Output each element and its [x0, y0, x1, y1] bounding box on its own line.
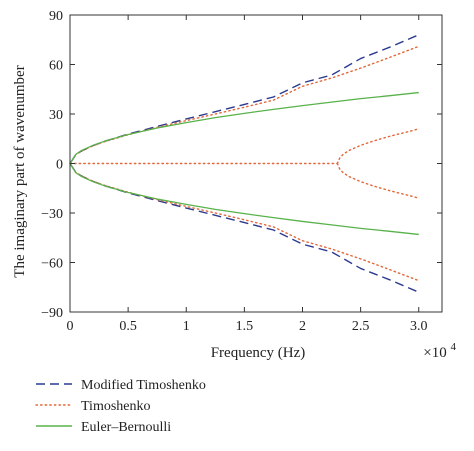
y-tick-label: 90 [49, 9, 63, 24]
y-tick-label: 0 [56, 158, 63, 173]
y-tick-label: −60 [41, 257, 63, 272]
x-tick-label: 1.5 [236, 319, 254, 334]
legend-label: Euler–Bernoulli [81, 420, 171, 435]
legend-label: Modified Timoshenko [81, 378, 206, 393]
series-line [336, 128, 420, 165]
x-tick-label: 0.5 [119, 319, 137, 334]
y-tick-label: 30 [49, 108, 63, 123]
x-tick-label: 0 [67, 319, 74, 334]
series-layer [69, 34, 420, 293]
x-tick-label: 2.5 [352, 319, 370, 334]
series-euler-bernoulli [69, 91, 419, 236]
x-axis-ticks: 0 0.5 1 1.5 2 2.5 3.0 [67, 15, 428, 334]
series-line [69, 163, 420, 293]
x-axis-label: Frequency (Hz) [211, 345, 306, 361]
x-tick-label: 3.0 [410, 319, 428, 334]
series-line [69, 91, 419, 164]
y-axis-ticks: −90 −60 −30 0 30 60 90 [41, 9, 442, 321]
series-line [336, 162, 420, 199]
legend-label: Timoshenko [81, 399, 151, 414]
y-tick-label: −30 [41, 207, 63, 222]
x-tick-label: 1 [183, 319, 190, 334]
series-modified-timoshenko [69, 34, 420, 293]
x-axis-multiplier: ×10 4 [423, 341, 456, 361]
series-line [69, 163, 419, 236]
x-tick-label: 2 [299, 319, 306, 334]
legend: Modified Timoshenko Timoshenko Euler–Berno… [35, 378, 206, 435]
x-axis-multiplier-exponent: 4 [451, 341, 457, 353]
x-axis-multiplier-base: ×10 [423, 345, 446, 361]
y-tick-label: 60 [49, 59, 63, 74]
series-line [69, 34, 420, 164]
y-tick-label: −90 [41, 306, 63, 321]
y-axis-label: The imaginary part of wavenumber [12, 65, 28, 277]
